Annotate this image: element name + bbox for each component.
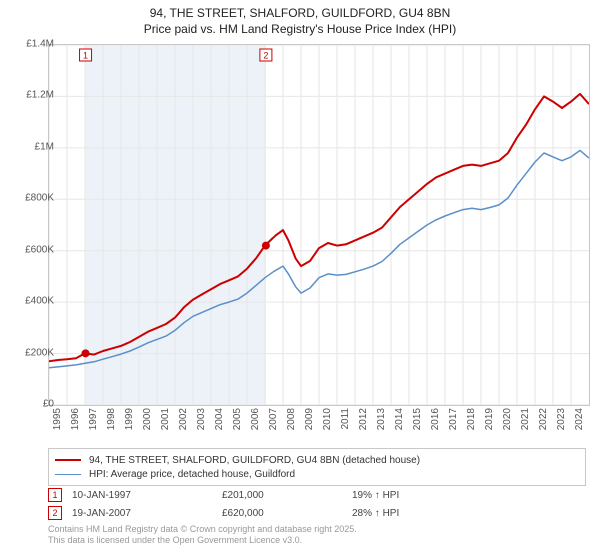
y-tick-label: £400K (25, 296, 54, 307)
sale-date: 19-JAN-2007 (72, 508, 222, 519)
x-tick-label: 2021 (520, 408, 531, 430)
x-tick-label: 2002 (178, 408, 189, 430)
sale-marker-badge: 1 (48, 488, 62, 502)
x-tick-label: 2018 (466, 408, 477, 430)
title-line-1: 94, THE STREET, SHALFORD, GUILDFORD, GU4… (150, 6, 451, 20)
footer-line-1: Contains HM Land Registry data © Crown c… (48, 524, 357, 534)
x-tick-label: 2024 (574, 408, 585, 430)
sale-row: 1 10-JAN-1997£201,00019% ↑ HPI (48, 486, 588, 504)
sale-delta: 19% ↑ HPI (352, 490, 472, 501)
x-tick-label: 2014 (394, 408, 405, 430)
svg-text:1: 1 (83, 51, 88, 61)
x-tick-label: 2020 (502, 408, 513, 430)
sale-delta: 28% ↑ HPI (352, 508, 472, 519)
sale-date: 10-JAN-1997 (72, 490, 222, 501)
x-tick-label: 2006 (250, 408, 261, 430)
x-tick-label: 2010 (322, 408, 333, 430)
x-tick-label: 1997 (88, 408, 99, 430)
x-tick-label: 2016 (430, 408, 441, 430)
y-tick-label: £1M (35, 141, 54, 152)
sale-price: £201,000 (222, 490, 352, 501)
legend-item: HPI: Average price, detached house, Guil… (55, 467, 579, 481)
attribution-footer: Contains HM Land Registry data © Crown c… (48, 524, 357, 547)
legend: 94, THE STREET, SHALFORD, GUILDFORD, GU4… (48, 448, 586, 486)
x-tick-label: 2019 (484, 408, 495, 430)
x-tick-label: 1998 (106, 408, 117, 430)
plot-area: 12 (48, 44, 590, 406)
footer-line-2: This data is licensed under the Open Gov… (48, 535, 302, 545)
svg-text:2: 2 (263, 51, 268, 61)
legend-item: 94, THE STREET, SHALFORD, GUILDFORD, GU4… (55, 453, 579, 467)
y-tick-label: £800K (25, 193, 54, 204)
y-tick-label: £1.2M (26, 90, 54, 101)
x-tick-label: 1999 (124, 408, 135, 430)
x-tick-label: 2007 (268, 408, 279, 430)
x-tick-label: 2023 (556, 408, 567, 430)
x-tick-label: 2000 (142, 408, 153, 430)
legend-label: 94, THE STREET, SHALFORD, GUILDFORD, GU4… (89, 455, 420, 466)
y-tick-label: £200K (25, 347, 54, 358)
legend-swatch (55, 459, 81, 461)
sale-price: £620,000 (222, 508, 352, 519)
sale-marker-badge: 2 (48, 506, 62, 520)
x-tick-label: 2022 (538, 408, 549, 430)
x-tick-label: 1996 (70, 408, 81, 430)
x-tick-label: 2013 (376, 408, 387, 430)
sale-row: 2 19-JAN-2007£620,00028% ↑ HPI (48, 504, 588, 522)
x-tick-label: 2008 (286, 408, 297, 430)
x-tick-label: 2003 (196, 408, 207, 430)
plot-svg: 12 (49, 45, 589, 405)
chart-container: 94, THE STREET, SHALFORD, GUILDFORD, GU4… (0, 0, 600, 560)
x-tick-label: 2001 (160, 408, 171, 430)
x-tick-label: 2012 (358, 408, 369, 430)
x-tick-label: 2009 (304, 408, 315, 430)
legend-label: HPI: Average price, detached house, Guil… (89, 469, 295, 480)
x-tick-label: 2017 (448, 408, 459, 430)
x-tick-label: 2004 (214, 408, 225, 430)
x-tick-label: 1995 (52, 408, 63, 430)
y-tick-label: £1.4M (26, 39, 54, 50)
legend-swatch (55, 474, 81, 475)
sales-table: 1 10-JAN-1997£201,00019% ↑ HPI 2 19-JAN-200… (48, 486, 588, 522)
x-tick-label: 2015 (412, 408, 423, 430)
title-line-2: Price paid vs. HM Land Registry's House … (144, 22, 456, 36)
x-tick-label: 2005 (232, 408, 243, 430)
chart-title: 94, THE STREET, SHALFORD, GUILDFORD, GU4… (0, 0, 600, 37)
x-tick-label: 2011 (340, 408, 351, 430)
y-tick-label: £600K (25, 244, 54, 255)
